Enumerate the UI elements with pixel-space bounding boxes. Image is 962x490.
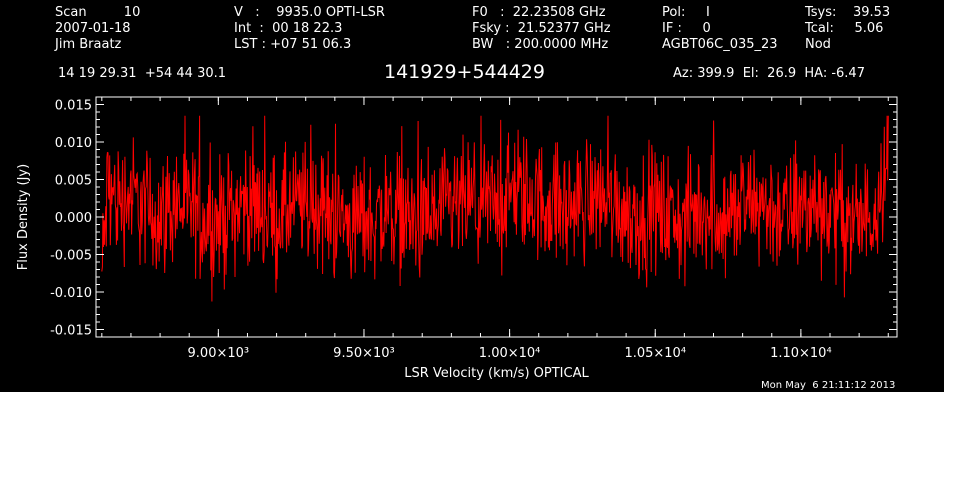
header-integration: Int : 00 18 22.3	[234, 21, 343, 36]
header-coordinates: 14 19 29.31 +54 44 30.1	[58, 66, 227, 81]
x-tick-label: 1.00×10⁴	[479, 346, 541, 361]
y-axis-label: Flux Density (Jy)	[16, 164, 31, 270]
header-velocity: V : 9935.0 OPTI-LSR	[234, 5, 385, 20]
y-tick-label: 0.015	[55, 99, 92, 114]
header-observer: Jim Braatz	[55, 37, 122, 52]
header-scan: Scan 10	[55, 5, 141, 20]
x-tick-label: 1.10×10⁴	[770, 346, 832, 361]
header-if: IF : 0	[662, 21, 711, 36]
axes-layer: -0.015 -0.010 -0.005 0.000 0.005 0.010 0.015 9.…	[16, 96, 898, 381]
spectrum-trace	[101, 115, 889, 302]
header-date: 2007-01-18	[55, 21, 131, 36]
header-az-el-ha: Az: 399.9 El: 26.9 HA: -6.47	[673, 66, 865, 81]
x-tick-label: 9.50×10³	[333, 346, 395, 361]
header-bandwidth: BW : 200.0000 MHz	[472, 37, 609, 52]
header-tcal: Tcal: 5.06	[805, 21, 884, 36]
x-tick-label: 9.00×10³	[188, 346, 250, 361]
spectrum-trace-layer	[101, 115, 889, 302]
plot-panel: Scan 10 2007-01-18 Jim Braatz V : 9935.0…	[0, 0, 944, 392]
x-axis-label: LSR Velocity (km/s) OPTICAL	[404, 366, 589, 381]
header-source-name: 141929+544429	[384, 61, 545, 83]
y-tick-label: 0.010	[55, 136, 92, 151]
y-tick-label: 0.005	[55, 174, 92, 189]
header-pol: Pol: I	[662, 5, 710, 20]
y-tick-label: -0.005	[50, 249, 92, 264]
header-f0: F0 : 22.23508 GHz	[472, 5, 606, 20]
header-lst: LST : +07 51 06.3	[234, 37, 352, 52]
y-tick-label: 0.000	[55, 211, 92, 226]
plot-timestamp: Mon May 6 21:11:12 2013	[761, 380, 896, 391]
header-project: AGBT06C_035_23	[662, 37, 778, 52]
header-tsys: Tsys: 39.53	[805, 5, 891, 20]
y-tick-label: -0.015	[50, 324, 92, 339]
header-procedure: Nod	[805, 37, 831, 52]
x-tick-label: 1.05×10⁴	[624, 346, 686, 361]
y-tick-label: -0.010	[50, 286, 92, 301]
header-fsky: Fsky : 21.52377 GHz	[472, 21, 611, 36]
spectrum-chart: -0.015 -0.010 -0.005 0.000 0.005 0.010 0.015 9.…	[16, 96, 898, 381]
